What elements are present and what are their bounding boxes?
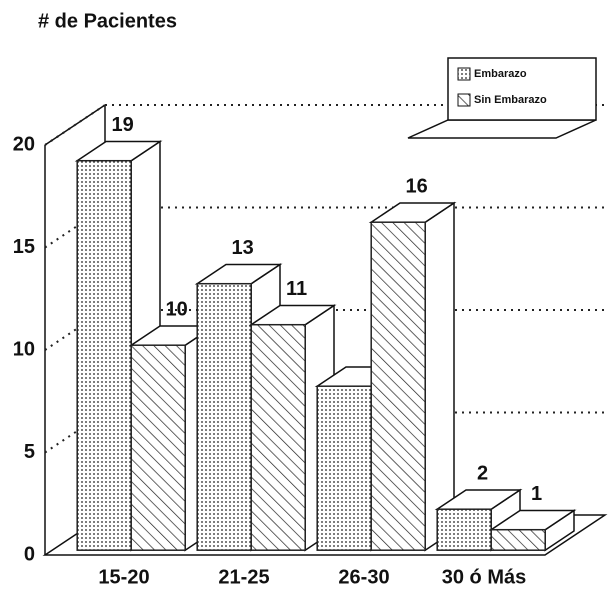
grid-line [44, 206, 106, 249]
x-tick-label: 15-20 [98, 566, 149, 588]
y-tick-label: 15 [13, 236, 35, 258]
data-label: 13 [231, 237, 253, 259]
bar [196, 282, 252, 551]
bar [130, 344, 186, 551]
legend-label: Sin Embarazo [474, 94, 547, 106]
data-label: 10 [165, 298, 187, 320]
bar [316, 385, 372, 551]
bar [76, 159, 132, 551]
legend-box [447, 57, 597, 121]
grid-line [44, 411, 106, 454]
bar-side [424, 201, 455, 552]
bar [436, 508, 492, 551]
data-label: 2 [477, 462, 488, 484]
data-label: 11 [286, 278, 307, 300]
y-tick-label: 0 [24, 543, 35, 565]
chart-title: # de Pacientes [38, 10, 177, 32]
data-label: 19 [111, 114, 133, 136]
x-tick-label: 30 ó Más [442, 566, 526, 588]
legend-depth [407, 119, 597, 139]
data-label: 16 [405, 175, 427, 197]
bar [250, 323, 306, 551]
legend-swatch [457, 93, 471, 107]
y-tick-label: 20 [13, 133, 35, 155]
y-tick-label: 5 [24, 441, 35, 463]
grid-line [44, 104, 106, 146]
legend-label: Embarazo [474, 68, 527, 80]
x-tick-label: 26-30 [338, 566, 389, 588]
y-tick-label: 10 [13, 338, 35, 360]
bar [370, 221, 426, 551]
x-tick-label: 21-25 [218, 566, 269, 588]
legend-swatch [457, 67, 471, 81]
data-label: 1 [531, 483, 542, 505]
grid-line [44, 309, 106, 351]
bar [490, 528, 546, 551]
